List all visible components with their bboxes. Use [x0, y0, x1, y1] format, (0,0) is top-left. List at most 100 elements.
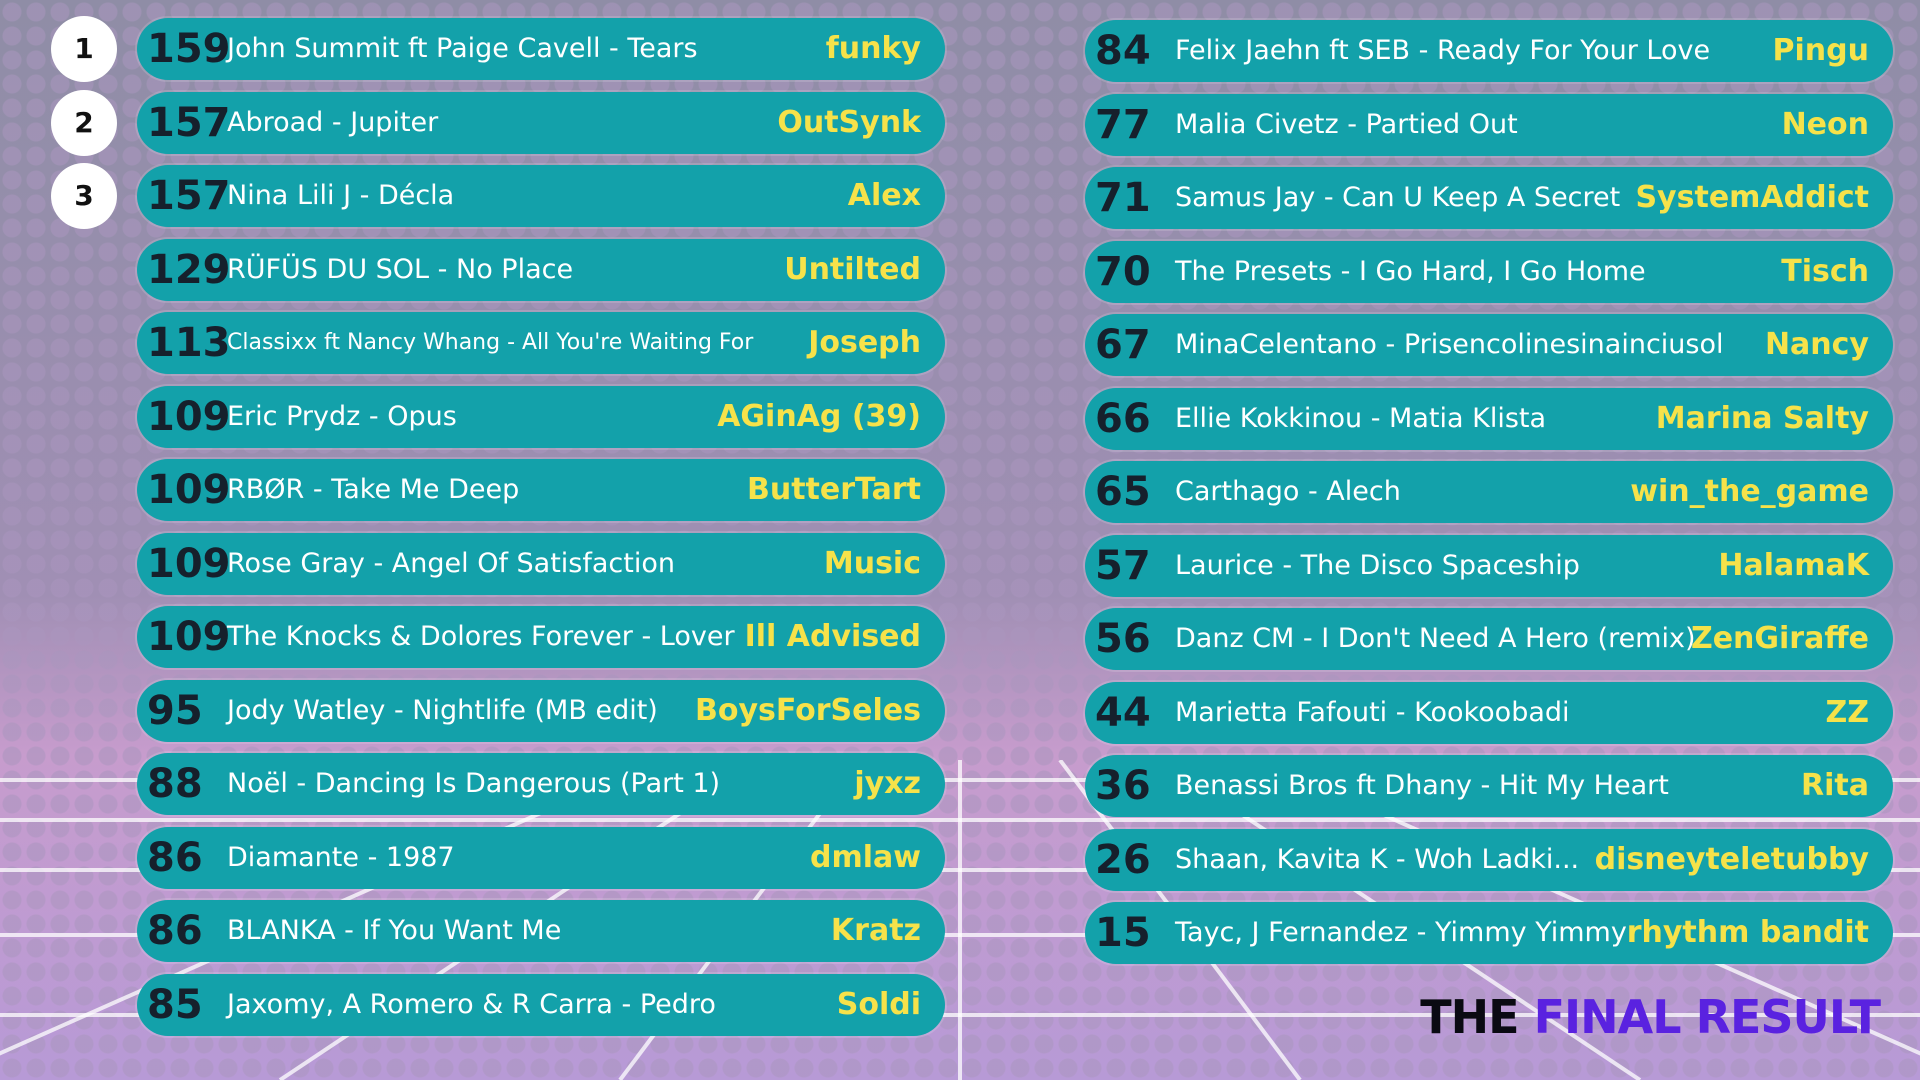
result-row: 157 Abroad - Jupiter OutSynk — [137, 91, 945, 154]
user: Alex — [847, 178, 921, 213]
result-row: 57 Laurice - The Disco Spaceship HalamaK — [1085, 534, 1893, 597]
song: Tayc, J Fernandez - Yimmy Yimmy — [1175, 917, 1627, 948]
song: Rose Gray - Angel Of Satisfaction — [227, 547, 675, 579]
result-row: 66 Ellie Kokkinou - Matia Klista Marina Sa… — [1085, 387, 1893, 450]
title-second: FINAL RESULT — [1533, 990, 1881, 1044]
score: 15 — [1095, 910, 1151, 956]
score: 157 — [147, 99, 231, 146]
result-row: 15 Tayc, J Fernandez - Yimmy Yimmy rhythm … — [1085, 902, 1893, 964]
user: ZenGiraffe — [1690, 621, 1869, 656]
user: Neon — [1781, 106, 1869, 142]
song: MinaCelentano - Prisencolinesinainciusol — [1175, 329, 1724, 360]
song: RÜFÜS DU SOL - No Place — [227, 253, 574, 285]
rank-badge: 2 — [51, 89, 117, 156]
result-row: 159 John Summit ft Paige Cavell - Tears fu… — [137, 18, 945, 80]
result-row: 56 Danz CM - I Don't Need A Hero (remix) Z… — [1085, 608, 1893, 670]
result-row: 70 The Presets - I Go Hard, I Go Home Tisc… — [1085, 240, 1893, 303]
score: 67 — [1095, 322, 1151, 368]
score: 26 — [1095, 836, 1151, 883]
song: John Summit ft Paige Cavell - Tears — [227, 33, 698, 64]
song: Ellie Kokkinou - Matia Klista — [1175, 402, 1547, 434]
result-row: 88 Noël - Dancing Is Dangerous (Part 1) jy… — [137, 753, 945, 815]
user: AGinAg (39) — [717, 398, 921, 434]
result-row: 157 Nina Lili J - Décla Alex — [137, 165, 945, 227]
user: ButterTart — [746, 472, 921, 507]
result-row: 109 Eric Prydz - Opus AGinAg (39) — [137, 385, 945, 448]
score: 71 — [1095, 175, 1151, 221]
score: 77 — [1095, 101, 1151, 148]
song: Carthago - Alech — [1175, 476, 1401, 507]
user: SystemAddict — [1635, 180, 1869, 215]
title: THE FINAL RESULT — [1420, 990, 1881, 1044]
song: Eric Prydz - Opus — [227, 400, 457, 432]
score: 129 — [147, 246, 231, 293]
user: jyxz — [854, 766, 921, 801]
result-row: 67 MinaCelentano - Prisencolinesinaincius… — [1085, 314, 1893, 376]
result-row: 86 BLANKA - If You Want Me Kratz — [137, 900, 945, 962]
rank-badge: 3 — [51, 163, 117, 229]
result-row: 95 Jody Watley - Nightlife (MB edit) BoysF… — [137, 679, 945, 742]
song: Classixx ft Nancy Whang - All You're Wai… — [227, 330, 754, 355]
user: Joseph — [808, 325, 921, 360]
user: OutSynk — [777, 104, 921, 140]
result-row: 109 The Knocks & Dolores Forever - Lover I… — [137, 606, 945, 668]
result-row: 113 Classixx ft Nancy Whang - All You're … — [137, 312, 945, 374]
score: 66 — [1095, 395, 1151, 442]
result-row: 85 Jaxomy, A Romero & R Carra - Pedro Sold… — [137, 973, 945, 1036]
result-row: 77 Malia Civetz - Partied Out Neon — [1085, 93, 1893, 156]
song: Diamante - 1987 — [227, 841, 455, 873]
user: Ill Advised — [744, 619, 921, 654]
song: Malia Civetz - Partied Out — [1175, 108, 1518, 140]
user: Nancy — [1764, 327, 1869, 362]
score: 57 — [1095, 542, 1151, 589]
score: 70 — [1095, 248, 1151, 295]
score: 85 — [147, 981, 203, 1028]
score: 109 — [147, 393, 231, 440]
user: dmlaw — [810, 839, 921, 875]
score: 65 — [1095, 469, 1151, 515]
score: 95 — [147, 687, 203, 734]
song: Shaan, Kavita K - Woh Ladki... — [1175, 843, 1580, 875]
song: The Presets - I Go Hard, I Go Home — [1175, 255, 1646, 287]
score: 109 — [147, 540, 231, 587]
score: 157 — [147, 173, 231, 219]
result-row: 84 Felix Jaehn ft SEB - Ready For Your Lo… — [1085, 20, 1893, 82]
score: 44 — [1095, 689, 1151, 736]
result-row: 36 Benassi Bros ft Dhany - Hit My Heart Ri… — [1085, 755, 1893, 817]
rank-badge: 1 — [51, 16, 117, 82]
song: Danz CM - I Don't Need A Hero (remix) — [1175, 623, 1696, 654]
song: Laurice - The Disco Spaceship — [1175, 549, 1580, 581]
user: rhythm bandit — [1626, 915, 1869, 950]
score: 109 — [147, 614, 231, 660]
user: funky — [825, 31, 921, 66]
user: Tisch — [1781, 253, 1869, 289]
song: Noël - Dancing Is Dangerous (Part 1) — [227, 768, 721, 799]
score: 109 — [147, 467, 231, 513]
user: Untilted — [784, 251, 921, 287]
result-row: 26 Shaan, Kavita K - Woh Ladki... disneyte… — [1085, 828, 1893, 891]
song: Jody Watley - Nightlife (MB edit) — [227, 694, 658, 726]
song: Marietta Fafouti - Kookoobadi — [1175, 696, 1570, 728]
score: 86 — [147, 908, 203, 954]
score: 113 — [147, 320, 231, 366]
song: Felix Jaehn ft SEB - Ready For Your Love — [1175, 35, 1711, 66]
result-row: 86 Diamante - 1987 dmlaw — [137, 826, 945, 889]
score: 36 — [1095, 763, 1151, 809]
result-row: 109 Rose Gray - Angel Of Satisfaction Musi… — [137, 532, 945, 595]
user: ZZ — [1825, 694, 1869, 730]
user: Music — [823, 545, 921, 581]
song: Benassi Bros ft Dhany - Hit My Heart — [1175, 770, 1669, 801]
user: Kratz — [830, 913, 921, 948]
score: 84 — [1095, 28, 1151, 74]
user: win_the_game — [1630, 474, 1869, 509]
song: The Knocks & Dolores Forever - Lover — [227, 621, 735, 652]
score: 56 — [1095, 616, 1151, 662]
user: BoysForSeles — [694, 692, 921, 728]
user: HalamaK — [1718, 547, 1869, 583]
user: Marina Salty — [1655, 400, 1869, 436]
user: Soldi — [836, 986, 921, 1022]
title-first: THE — [1420, 990, 1519, 1044]
user: Pingu — [1772, 33, 1869, 68]
result-row: 44 Marietta Fafouti - Kookoobadi ZZ — [1085, 681, 1893, 744]
